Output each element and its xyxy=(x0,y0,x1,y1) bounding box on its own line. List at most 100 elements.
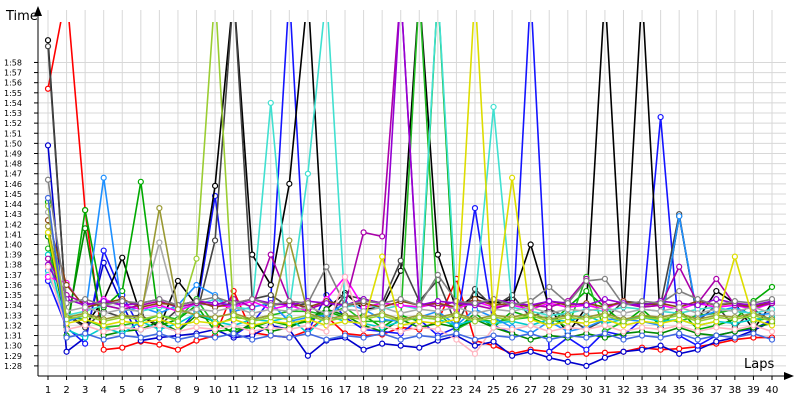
data-point xyxy=(713,338,720,345)
data-point xyxy=(286,334,293,341)
data-point xyxy=(323,328,330,335)
data-point xyxy=(286,316,293,323)
data-point xyxy=(193,337,200,344)
y-tick-label: 1:43 xyxy=(4,210,22,219)
data-point xyxy=(174,306,182,313)
y-tick-labels: 1:281:291:301:31 1:321:331:341:351:361:37… xyxy=(4,58,38,371)
y-tick-label: 1:45 xyxy=(4,190,22,199)
data-point xyxy=(304,312,311,319)
data-point xyxy=(44,85,52,92)
data-point xyxy=(713,306,720,313)
data-point xyxy=(713,296,720,303)
data-point xyxy=(490,314,497,321)
x-tick-label: 34 xyxy=(654,385,667,396)
data-point xyxy=(360,308,367,315)
y-tick-label: 1:58 xyxy=(4,58,22,67)
data-point xyxy=(490,324,497,331)
data-point xyxy=(546,336,553,343)
data-point xyxy=(323,318,330,325)
series-line xyxy=(47,197,773,341)
x-tick-label: 7 xyxy=(156,385,162,396)
data-point xyxy=(100,318,107,325)
data-point xyxy=(638,306,646,313)
y-tick-label: 1:46 xyxy=(4,180,22,189)
data-point xyxy=(137,334,144,341)
data-point xyxy=(676,350,683,357)
data-point xyxy=(434,308,441,315)
data-point xyxy=(490,103,497,111)
data-point xyxy=(601,349,609,356)
y-tick-label: 1:53 xyxy=(4,109,22,118)
data-point xyxy=(397,296,404,303)
data-point xyxy=(638,332,646,339)
data-point xyxy=(44,43,52,50)
data-point xyxy=(694,328,701,335)
data-point xyxy=(174,346,182,353)
data-point xyxy=(471,318,479,325)
x-tick-label: 21 xyxy=(413,385,426,396)
data-point xyxy=(44,255,52,262)
data-point xyxy=(249,304,256,311)
x-tick-label: 18 xyxy=(357,385,370,396)
data-point xyxy=(119,314,126,321)
x-tick-label: 32 xyxy=(617,385,630,396)
y-tick-label: 1:44 xyxy=(4,200,22,209)
data-point xyxy=(174,277,182,285)
data-point xyxy=(211,334,219,341)
data-point xyxy=(119,306,126,313)
data-point xyxy=(249,296,256,303)
data-point xyxy=(583,346,590,353)
data-point xyxy=(137,316,144,323)
data-point xyxy=(63,334,70,341)
x-tick-label: 8 xyxy=(175,385,181,396)
data-point xyxy=(620,328,627,335)
data-point xyxy=(490,332,497,339)
x-tick-label: 4 xyxy=(101,385,107,396)
data-point xyxy=(620,348,627,355)
data-point xyxy=(713,287,720,295)
x-tick-label: 35 xyxy=(673,385,686,396)
data-point xyxy=(156,205,163,212)
data-point xyxy=(768,283,776,291)
data-point xyxy=(713,332,720,339)
data-point xyxy=(360,334,367,341)
data-point xyxy=(286,298,293,305)
data-point xyxy=(416,306,423,313)
data-point xyxy=(44,142,52,149)
data-point xyxy=(119,332,126,339)
data-point xyxy=(249,328,256,335)
y-tick-label: 1:33 xyxy=(4,311,22,320)
data-point xyxy=(304,352,311,359)
data-point xyxy=(527,312,534,319)
data-point xyxy=(546,328,553,335)
data-point xyxy=(750,330,757,337)
y-tick-label: 1:34 xyxy=(4,301,22,310)
data-point xyxy=(434,271,441,278)
y-axis-arrow xyxy=(34,6,42,16)
data-point xyxy=(211,182,219,189)
data-point xyxy=(583,316,590,323)
data-point xyxy=(286,237,293,244)
y-tick-label: 1:32 xyxy=(4,321,22,330)
data-point xyxy=(379,304,386,311)
x-tick-label: 2 xyxy=(63,385,69,396)
data-point xyxy=(416,332,423,339)
data-point xyxy=(323,310,330,317)
data-point xyxy=(82,304,89,311)
data-point xyxy=(620,302,627,309)
data-point xyxy=(249,336,256,343)
data-point xyxy=(193,306,200,313)
data-point xyxy=(434,298,441,305)
data-point xyxy=(397,257,404,264)
data-point xyxy=(379,340,386,347)
data-point xyxy=(527,241,534,248)
data-point xyxy=(620,336,627,343)
data-point xyxy=(731,298,738,305)
data-point xyxy=(397,310,404,317)
data-point xyxy=(100,328,107,335)
data-point xyxy=(434,334,441,341)
data-point xyxy=(193,281,200,289)
data-point xyxy=(397,342,404,349)
data-point xyxy=(657,113,664,121)
data-point xyxy=(100,247,107,254)
